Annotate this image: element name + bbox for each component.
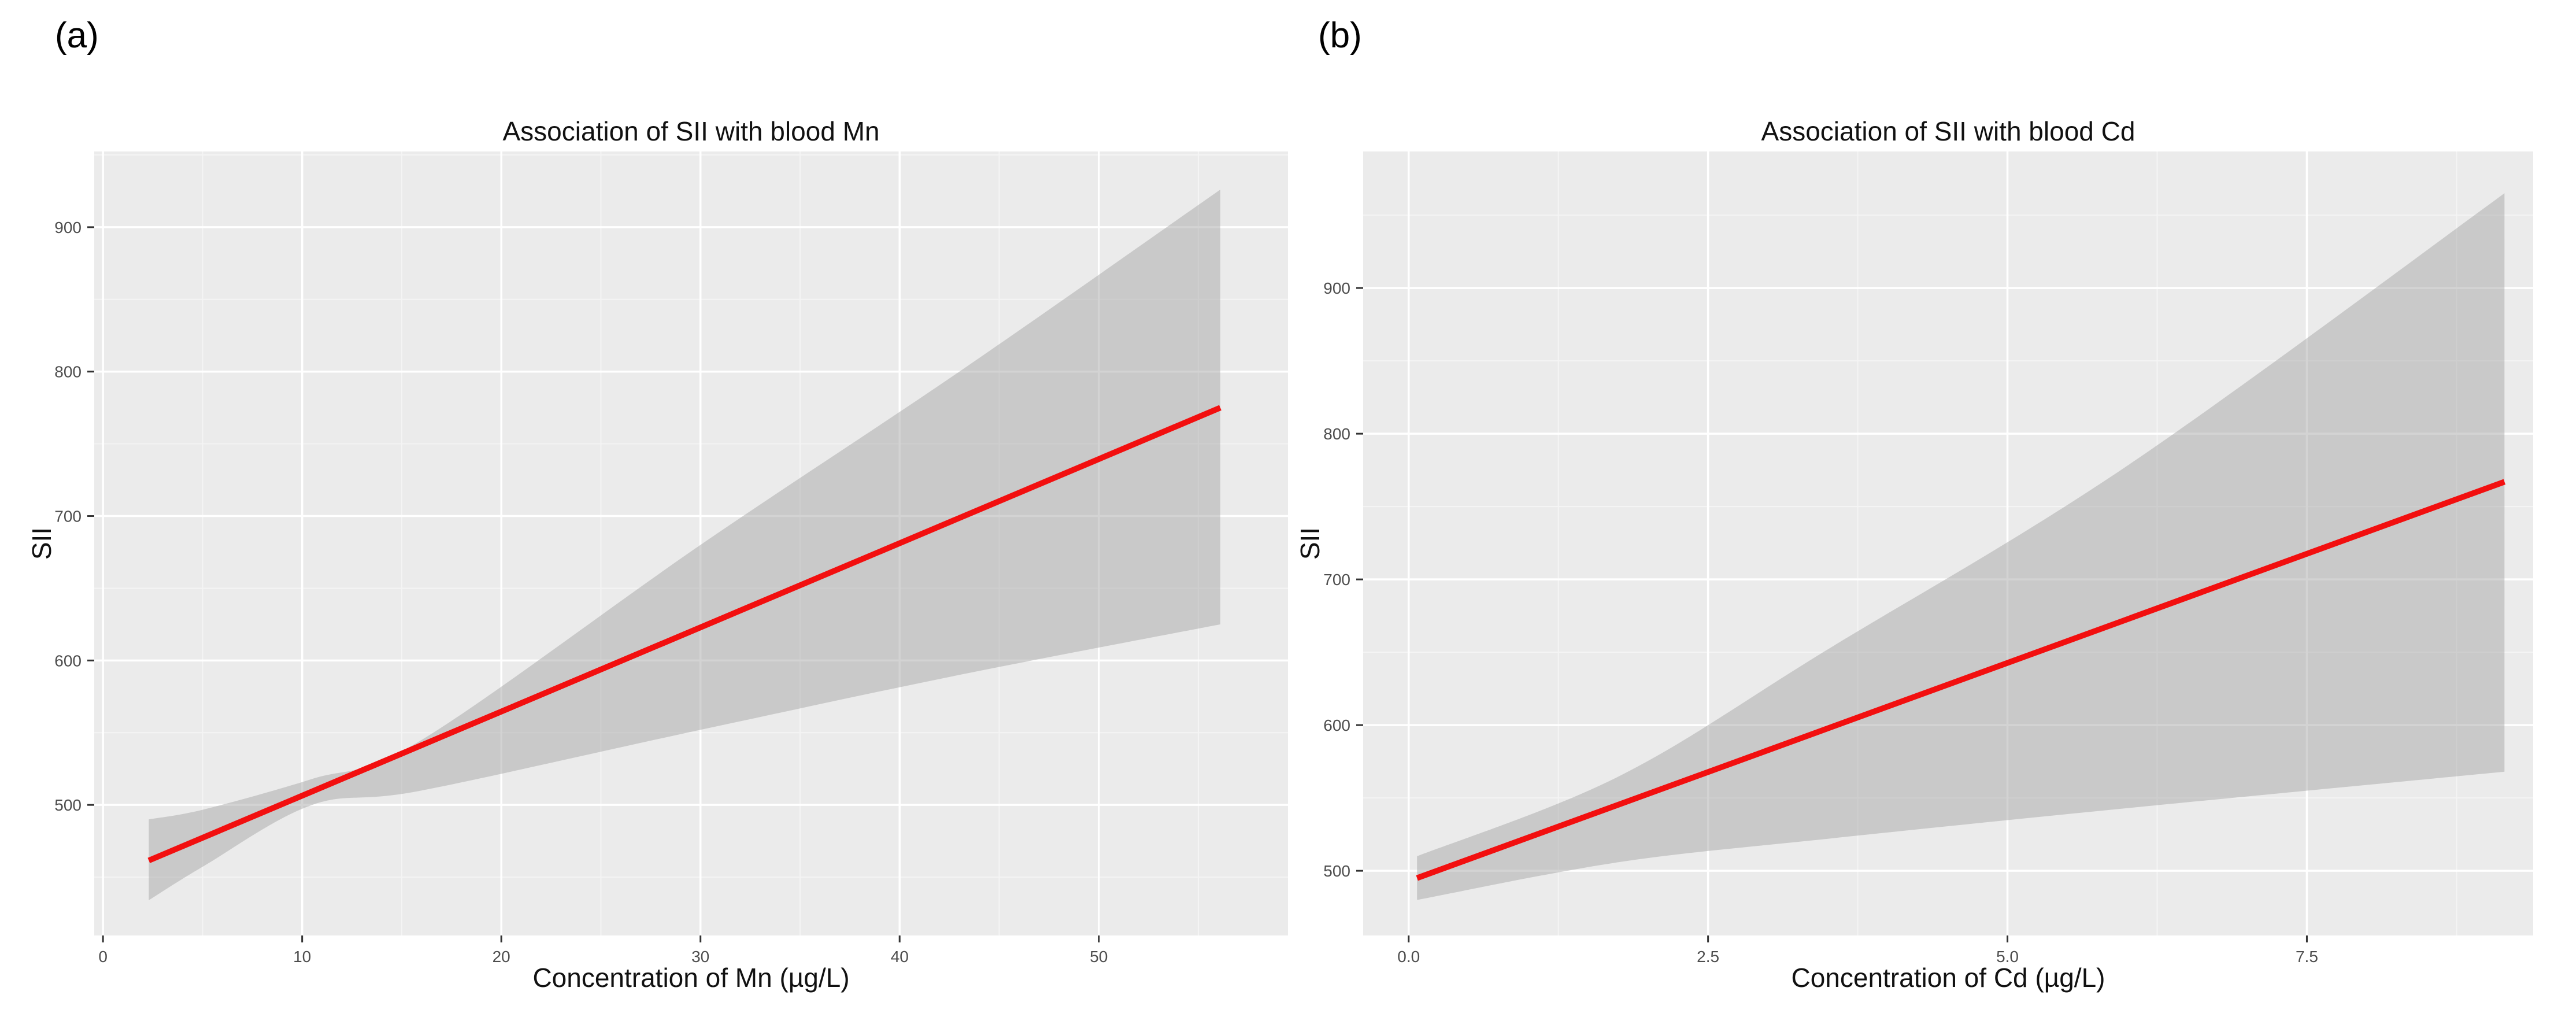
x-axis-label-a: Concentration of Mn (µg/L) — [532, 963, 850, 993]
y-tick-label: 900 — [54, 219, 82, 236]
y-tick-label: 700 — [54, 508, 82, 526]
y-tick-label: 800 — [54, 363, 82, 381]
confidence-band — [149, 190, 1220, 900]
y-tick-label: 700 — [1323, 571, 1350, 589]
y-tick-label: 600 — [54, 652, 82, 670]
y-tick-label: 500 — [54, 796, 82, 814]
x-tick-label: 30 — [691, 948, 709, 966]
x-tick-label: 0.0 — [1397, 948, 1420, 966]
x-tick-label: 0 — [98, 948, 108, 966]
x-tick-label: 10 — [293, 948, 311, 966]
y-axis-label-b: SII — [1295, 527, 1325, 560]
y-tick-label: 900 — [1323, 279, 1350, 297]
fit-line — [1416, 479, 2506, 881]
panel-letter-b: (b) — [1318, 16, 1362, 56]
fit-line — [147, 405, 1222, 863]
x-tick-label: 2.5 — [1697, 948, 1719, 966]
y-tick-label: 600 — [1323, 716, 1350, 734]
y-axis-label-a: SII — [27, 527, 57, 560]
x-tick-label: 5.0 — [1996, 948, 2019, 966]
x-tick-label: 20 — [493, 948, 510, 966]
x-axis-label-b: Concentration of Cd (µg/L) — [1791, 963, 2105, 993]
y-tick-label: 800 — [1323, 425, 1350, 443]
x-tick-label: 40 — [891, 948, 909, 966]
chart-title-a: Association of SII with blood Mn — [502, 116, 880, 146]
y-tick-label: 500 — [1323, 862, 1350, 880]
confidence-band — [1417, 193, 2505, 900]
chart-title-b: Association of SII with blood Cd — [1761, 116, 2135, 146]
x-tick-label: 50 — [1090, 948, 1108, 966]
x-tick-label: 7.5 — [2296, 948, 2318, 966]
panel-letter-a: (a) — [55, 16, 99, 56]
